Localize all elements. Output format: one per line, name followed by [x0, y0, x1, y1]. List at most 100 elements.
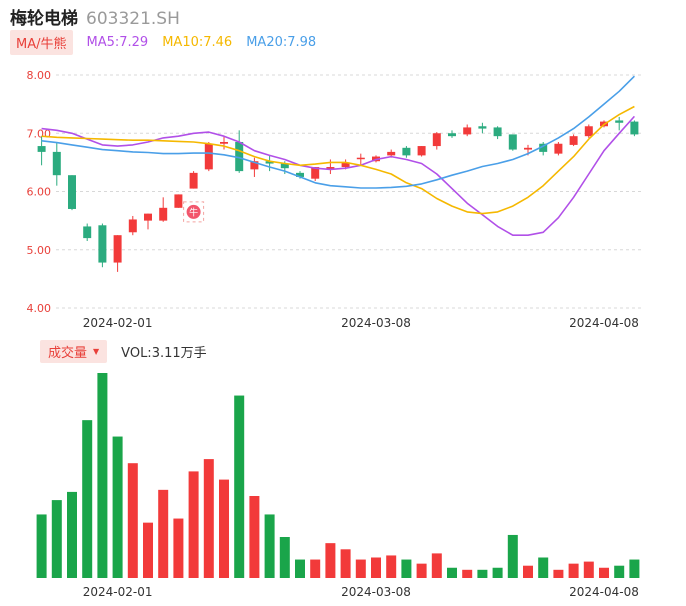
volume-bar	[51, 500, 62, 578]
volume-bar	[599, 567, 609, 578]
volume-bar	[67, 491, 77, 578]
volume-bar	[431, 553, 442, 578]
volume-bar	[629, 559, 640, 578]
candle-down	[265, 161, 274, 164]
candle-down	[630, 121, 639, 135]
ma10-label: MA10:7.46	[162, 34, 233, 50]
x-tick-label: 2024-03-08	[341, 316, 411, 330]
bull-badge-label: 牛	[189, 206, 198, 218]
candle-up	[204, 143, 213, 170]
volume-bar	[583, 561, 594, 578]
candle-down	[539, 143, 548, 152]
candle-up	[220, 141, 228, 144]
volume-toggle-label: 成交量	[48, 345, 88, 361]
volume-legend-bar: 成交量 ▼ VOL:3.11万手	[40, 339, 207, 363]
volume-bar	[507, 534, 518, 578]
volume-bar	[279, 537, 290, 578]
volume-bar	[158, 489, 169, 578]
volume-bar	[188, 471, 199, 578]
volume-indicator-toggle[interactable]: 成交量 ▼	[40, 339, 108, 363]
y-tick-label: 5.00	[27, 244, 52, 257]
candle-up	[341, 162, 350, 168]
volume-bar	[143, 522, 153, 578]
x-tick-label: 2024-02-01	[83, 316, 153, 330]
candle-up	[113, 235, 122, 263]
volume-bar	[614, 565, 625, 578]
volume-bar	[371, 557, 381, 578]
candle-up	[463, 127, 472, 135]
volume-x-tick-label: 2024-02-01	[83, 585, 153, 599]
volume-bar	[462, 569, 473, 578]
candle-down	[68, 175, 76, 209]
candle-up	[524, 147, 532, 150]
bull-badge-icon: 牛	[183, 201, 205, 223]
candle-down	[296, 172, 304, 177]
candle-up	[174, 194, 183, 208]
bull-badge-circle	[186, 204, 201, 219]
candle-down	[615, 120, 624, 123]
stock-code: 603321.SH	[86, 9, 180, 29]
volume-bar	[553, 569, 564, 578]
candle-down	[508, 134, 517, 150]
volume-bar	[264, 514, 275, 578]
candle-down	[493, 127, 502, 137]
ma10-line	[41, 105, 635, 215]
candle-up	[311, 167, 320, 179]
candle-up	[250, 161, 259, 170]
candle-down	[235, 141, 244, 172]
candle-up	[387, 151, 396, 156]
volume-bar	[127, 463, 138, 578]
y-tick-label: 6.00	[27, 186, 52, 199]
volume-bar	[492, 567, 503, 578]
volume-bar	[416, 563, 427, 578]
y-tick-label: 8.00	[27, 69, 52, 82]
volume-bar	[203, 459, 214, 578]
volume-bar	[568, 563, 579, 578]
candle-down	[98, 225, 107, 263]
candle-up	[584, 126, 593, 137]
candle-up	[432, 133, 441, 147]
volume-bar	[355, 559, 366, 578]
volume-bar	[173, 518, 184, 578]
candle-down	[448, 133, 456, 137]
volume-bar	[401, 559, 412, 578]
candle-up	[128, 219, 137, 233]
ma5-label: MA5:7.29	[86, 34, 149, 50]
volume-bar	[523, 565, 533, 578]
ma20-line	[41, 75, 635, 189]
volume-bar	[447, 567, 457, 578]
candle-down	[280, 163, 289, 169]
volume-bar	[36, 514, 47, 578]
candle-up	[326, 167, 335, 170]
x-tick-label: 2024-04-08	[569, 316, 639, 330]
volume-bar	[219, 479, 229, 578]
volume-bar	[234, 395, 245, 578]
candle-up	[159, 207, 168, 221]
candle-down	[402, 147, 411, 156]
candle-up	[554, 143, 563, 154]
candle-down	[83, 226, 92, 239]
volume-bar	[477, 569, 488, 578]
volume-bar	[97, 373, 108, 578]
ma5-line	[41, 115, 635, 236]
volume-bar	[112, 436, 123, 578]
ma-legend-bar: MA/牛熊 MA5:7.29 MA10:7.46 MA20:7.98	[10, 29, 317, 55]
stock-name: 梅轮电梯	[10, 9, 78, 29]
volume-bar	[386, 555, 397, 578]
candle-up	[189, 172, 198, 189]
volume-bar	[325, 543, 336, 578]
candle-up	[417, 146, 426, 156]
candle-down	[478, 126, 487, 129]
ma-indicator-toggle[interactable]: MA/牛熊	[10, 29, 73, 55]
volume-bar	[82, 420, 93, 578]
candle-up	[569, 136, 578, 145]
volume-bar	[249, 496, 260, 578]
candle-down	[52, 151, 61, 176]
candle-down	[37, 146, 46, 152]
candle-up	[356, 157, 365, 160]
volume-bar	[295, 559, 305, 578]
volume-bar	[310, 559, 321, 578]
volume-value-label: VOL:3.11万手	[121, 345, 207, 361]
volume-bar	[340, 549, 351, 578]
ma20-label: MA20:7.98	[246, 34, 317, 50]
